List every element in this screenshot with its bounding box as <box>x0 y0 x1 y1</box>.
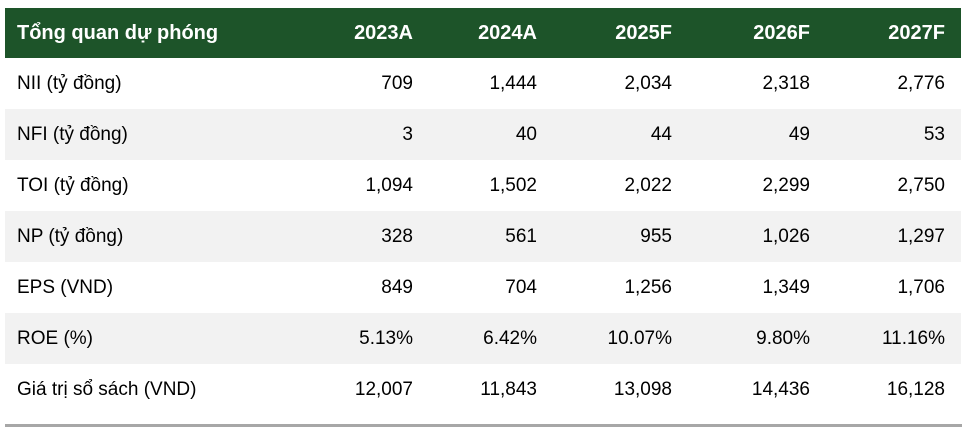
cell-value: 12,007 <box>354 378 413 400</box>
table-title: Tổng quan dự phóng <box>5 8 299 58</box>
cell-value: 1,502 <box>489 174 537 196</box>
bottom-divider <box>5 424 962 427</box>
cell-value: 40 <box>515 123 537 145</box>
cell-value: 1,297 <box>897 225 945 247</box>
row-label: NP (tỷ đồng) <box>17 225 124 247</box>
cell-value: 704 <box>505 276 537 298</box>
column-header-2024a: 2024A <box>429 8 553 58</box>
table-row-np: NP (tỷ đồng) 328 561 955 1,026 1,297 <box>5 211 961 262</box>
row-label: TOI (tỷ đồng) <box>17 174 129 196</box>
cell-value: 955 <box>640 225 672 247</box>
cell-value: 561 <box>505 225 537 247</box>
cell-value: 1,094 <box>365 174 413 196</box>
row-label: NFI (tỷ đồng) <box>17 123 128 145</box>
cell-value: 6.42% <box>483 327 537 349</box>
cell-value: 2,299 <box>762 174 810 196</box>
column-header-2025f: 2025F <box>553 8 688 58</box>
forecast-table: Tổng quan dự phóng 2023A 2024A 2025F 202… <box>5 8 961 415</box>
cell-value: 5.13% <box>359 327 413 349</box>
table-row-toi: TOI (tỷ đồng) 1,094 1,502 2,022 2,299 2,… <box>5 160 961 211</box>
cell-value: 44 <box>650 123 672 145</box>
cell-value: 2,022 <box>624 174 672 196</box>
cell-value: 1,256 <box>624 276 672 298</box>
cell-value: 1,706 <box>897 276 945 298</box>
forecast-overview-page: Tổng quan dự phóng 2023A 2024A 2025F 202… <box>0 8 962 427</box>
row-label: NII (tỷ đồng) <box>17 72 122 94</box>
table-row-nii: NII (tỷ đồng) 709 1,444 2,034 2,318 2,77… <box>5 58 961 109</box>
table-row-roe: ROE (%) 5.13% 6.42% 10.07% 9.80% 11.16% <box>5 313 961 364</box>
cell-value: 11,843 <box>480 378 537 400</box>
column-header-2026f: 2026F <box>688 8 826 58</box>
table-row-book-value: Giá trị sổ sách (VND) 12,007 11,843 13,0… <box>5 364 961 415</box>
row-label: Giá trị sổ sách (VND) <box>17 378 197 400</box>
cell-value: 3 <box>402 123 413 145</box>
cell-value: 10.07% <box>607 327 672 349</box>
cell-value: 2,776 <box>897 72 945 94</box>
cell-value: 1,026 <box>762 225 810 247</box>
column-header-2027f: 2027F <box>826 8 961 58</box>
cell-value: 328 <box>381 225 413 247</box>
cell-value: 2,750 <box>897 174 945 196</box>
cell-value: 2,034 <box>624 72 672 94</box>
cell-value: 1,349 <box>762 276 810 298</box>
row-label: ROE (%) <box>17 327 93 349</box>
cell-value: 849 <box>381 276 413 298</box>
cell-value: 9.80% <box>756 327 810 349</box>
cell-value: 16,128 <box>886 378 945 400</box>
table-row-nfi: NFI (tỷ đồng) 3 40 44 49 53 <box>5 109 961 160</box>
cell-value: 49 <box>788 123 810 145</box>
column-header-2023a: 2023A <box>299 8 429 58</box>
cell-value: 14,436 <box>751 378 810 400</box>
cell-value: 13,098 <box>613 378 672 400</box>
row-label: EPS (VND) <box>17 276 114 298</box>
cell-value: 1,444 <box>489 72 537 94</box>
cell-value: 53 <box>923 123 945 145</box>
cell-value: 11.16% <box>881 327 945 349</box>
cell-value: 2,318 <box>762 72 810 94</box>
table-header-row: Tổng quan dự phóng 2023A 2024A 2025F 202… <box>5 8 961 58</box>
cell-value: 709 <box>381 72 413 94</box>
table-row-eps: EPS (VND) 849 704 1,256 1,349 1,706 <box>5 262 961 313</box>
